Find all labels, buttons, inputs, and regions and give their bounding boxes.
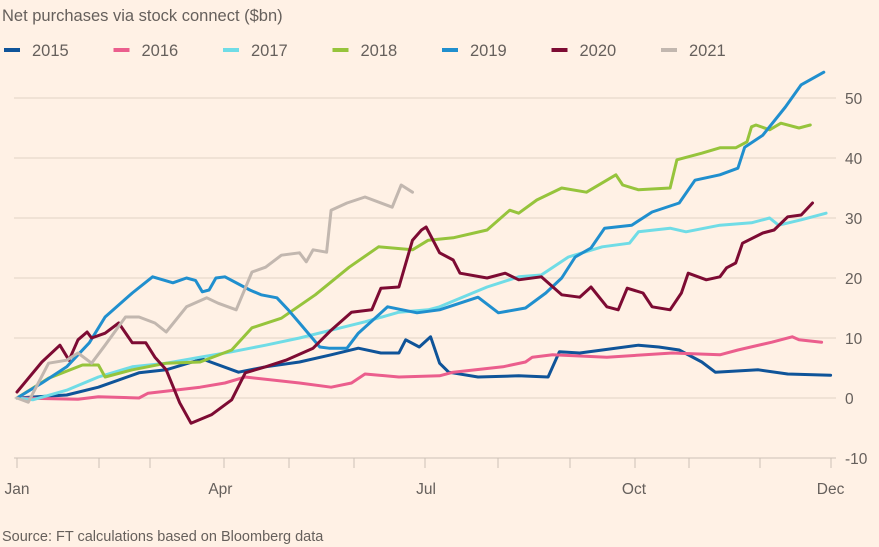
- series-line-2015: [15, 335, 833, 400]
- legend-item-2016: 2016: [113, 42, 179, 60]
- legend-item-2015: 2015: [4, 42, 69, 60]
- legend-label: 2019: [470, 42, 507, 60]
- y-axis: 50 40 30 20 10 0 -10: [845, 91, 868, 468]
- series-line-2021: [15, 183, 414, 404]
- legend-label: 2016: [142, 42, 179, 60]
- y-tick-label: 10: [845, 331, 863, 348]
- y-tick-label: 30: [845, 211, 863, 228]
- y-tick-label: 0: [845, 391, 854, 408]
- x-axis: Jan Apr Jul Oct Dec: [5, 458, 845, 498]
- y-tick-label: 40: [845, 151, 863, 168]
- y-tick-label: 20: [845, 271, 863, 288]
- legend-label: 2015: [32, 42, 69, 60]
- legend-label: 2021: [689, 42, 726, 60]
- x-tick-label: Dec: [817, 481, 845, 498]
- x-tick-label: Jan: [5, 481, 30, 498]
- legend-item-2019: 2019: [442, 42, 507, 60]
- chart-title: Net purchases via stock connect ($bn): [2, 7, 283, 25]
- source-note: Source: FT calculations based on Bloombe…: [2, 529, 324, 545]
- legend: 2015 2016 2017 2018 2019 2020 2021: [4, 42, 726, 60]
- x-tick-label: Apr: [208, 481, 232, 498]
- x-tick-label: Jul: [416, 481, 436, 498]
- legend-item-2018: 2018: [332, 42, 398, 60]
- series-line-2018: [15, 121, 812, 400]
- y-tick-label: 50: [845, 91, 863, 108]
- x-tick-label: Oct: [622, 481, 647, 498]
- legend-label: 2018: [361, 42, 398, 60]
- series-line-2016: [15, 335, 824, 401]
- series-line-2020: [15, 201, 814, 425]
- legend-item-2020: 2020: [551, 42, 617, 60]
- legend-item-2017: 2017: [223, 42, 288, 60]
- y-tick-label: -10: [845, 451, 868, 468]
- legend-item-2021: 2021: [661, 42, 726, 60]
- legend-label: 2017: [251, 42, 288, 60]
- legend-label: 2020: [580, 42, 617, 60]
- plot-lines: [15, 70, 833, 425]
- series-line-2019: [15, 70, 826, 400]
